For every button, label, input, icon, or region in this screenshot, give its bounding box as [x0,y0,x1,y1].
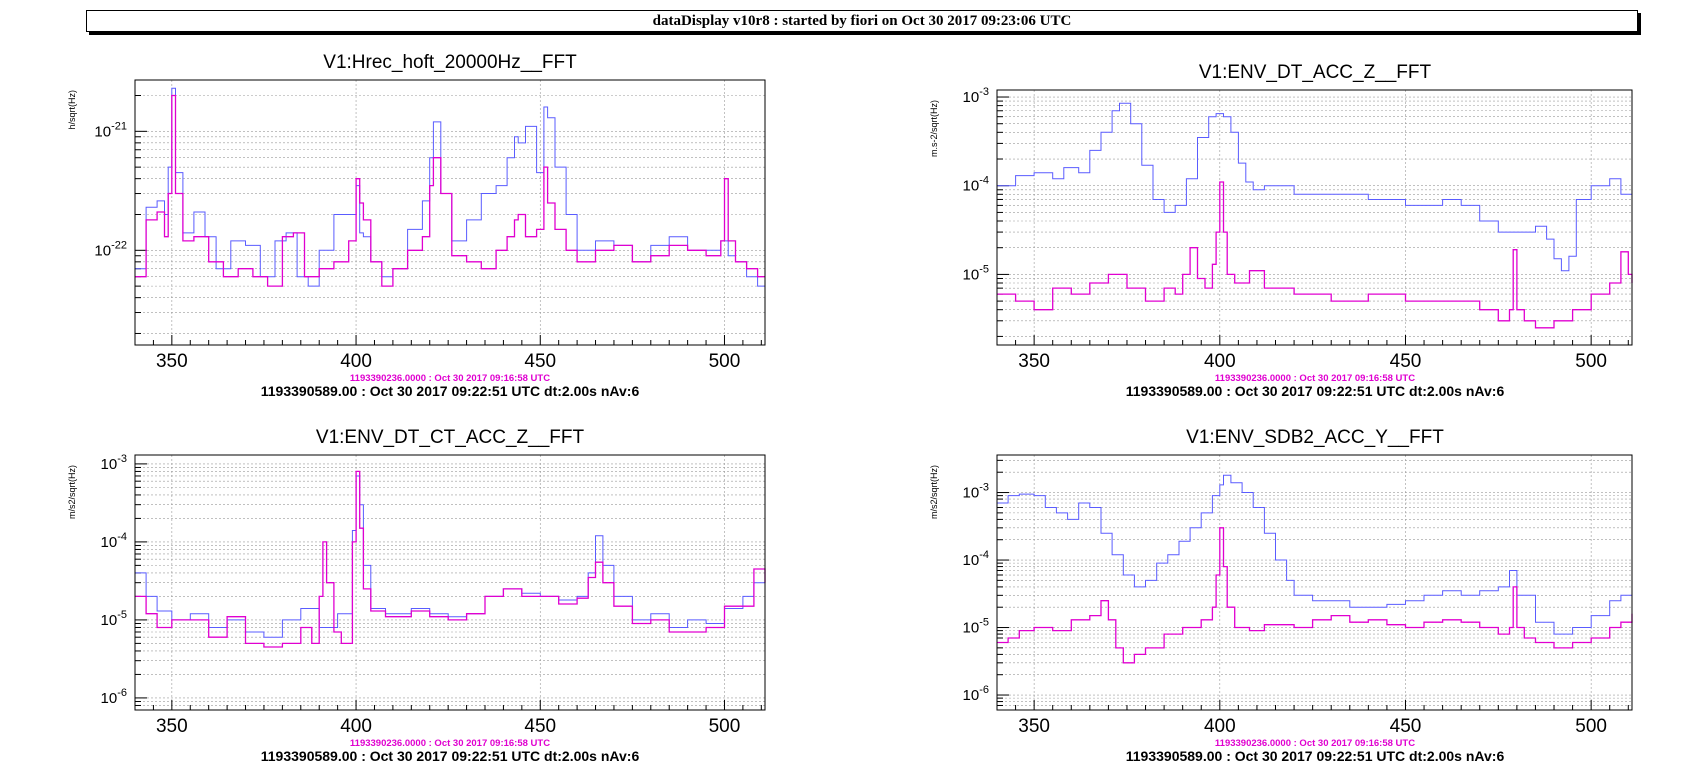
y-tick-base: 10 [963,266,980,283]
y-axis-label: h/sqrt(Hz) [67,90,77,130]
reference-timestamp: 1193390236.0000 : Oct 30 2017 09:16:58 U… [350,373,550,384]
y-tick-base: 10 [963,552,980,569]
plot-title: V1:ENV_DT_CT_ACC_Z__FFT [316,427,585,448]
reference-timestamp: 1193390236.0000 : Oct 30 2017 09:16:58 U… [1215,738,1415,749]
y-tick-label: 10-3 [963,86,989,106]
plot-frame [134,79,766,346]
y-tick-exponent: -3 [979,482,989,494]
grid [997,455,1632,710]
y-tick-label: 10-6 [101,687,127,707]
y-tick-label: 10-4 [101,531,127,551]
y-tick-base: 10 [101,534,118,551]
reference-spectrum-trace [997,527,1633,664]
y-tick-exponent: -3 [117,453,127,465]
x-tick-label: 350 [1018,716,1050,737]
reference-spectrum-trace [135,470,766,648]
plot-panel-3: V1:ENV_DT_CT_ACC_Z__FFT m/s2/sqrt(Hz) 350 4… [67,427,766,764]
y-tick-exponent: -4 [979,549,989,561]
gps-timestamp-caption: 1193390589.00 : Oct 30 2017 09:22:51 UTC… [1126,383,1505,399]
y-tick-base: 10 [963,687,980,704]
y-tick-label: 10-3 [101,453,127,473]
y-tick-label: 10-22 [94,239,127,259]
plot-title: V1:Hrec_hoft_20000Hz__FFT [323,52,577,73]
y-tick-exponent: -22 [111,239,127,251]
x-tick-label: 450 [524,716,556,737]
x-tick-label: 450 [1390,351,1422,372]
x-tick-label: 450 [1390,716,1422,737]
x-tick-label: 500 [709,351,741,372]
live-spectrum-trace [135,475,766,638]
y-tick-exponent: -3 [979,86,989,98]
x-tick-label: 350 [1018,351,1050,372]
plot-frame [996,454,1633,711]
x-tick-label: 450 [524,351,556,372]
y-tick-base: 10 [963,620,980,637]
window-title-banner: dataDisplay v10r8 : started by fiori on … [86,10,1638,32]
x-tick-label: 500 [709,716,741,737]
plot-title: V1:ENV_DT_ACC_Z__FFT [1199,62,1432,83]
reference-spectrum-trace [135,94,765,287]
reference-spectrum-trace [997,181,1633,329]
y-tick-base: 10 [963,89,980,106]
plot-panel-1: V1:Hrec_hoft_20000Hz__FFT h/sqrt(Hz) 350 40… [67,52,766,399]
y-tick-label: 10-5 [101,609,127,629]
y-tick-label: 10-6 [963,684,989,704]
y-axis-label: m/s2/sqrt(Hz) [929,465,939,519]
y-axis-label: m.s-2/sqrt(Hz) [929,100,939,157]
y-tick-label: 10-5 [963,263,989,283]
live-spectrum-trace [997,102,1633,272]
x-tick-label: 400 [1204,716,1236,737]
y-tick-exponent: -6 [117,687,127,699]
gps-timestamp-caption: 1193390589.00 : Oct 30 2017 09:22:51 UTC… [261,748,640,764]
x-tick-label: 350 [156,716,188,737]
x-tick-label: 400 [1204,351,1236,372]
x-tick-label: 500 [1575,351,1607,372]
live-spectrum-trace [135,87,766,287]
y-tick-exponent: -4 [979,175,989,187]
y-tick-exponent: -5 [979,263,989,275]
gps-timestamp-caption: 1193390589.00 : Oct 30 2017 09:22:51 UTC… [261,383,640,399]
y-tick-label: 10-21 [94,120,127,140]
y-tick-exponent: -5 [117,609,127,621]
y-tick-label: 10-4 [963,549,989,569]
plot-frame [996,89,1633,346]
plot-title: V1:ENV_SDB2_ACC_Y__FFT [1186,427,1444,448]
reference-timestamp: 1193390236.0000 : Oct 30 2017 09:16:58 U… [1215,373,1415,384]
x-tick-label: 400 [340,351,372,372]
y-tick-exponent: -6 [979,684,989,696]
y-tick-label: 10-3 [963,482,989,502]
x-tick-label: 400 [340,716,372,737]
y-tick-base: 10 [963,485,980,502]
y-tick-base: 10 [101,612,118,629]
plot-panel-4: V1:ENV_SDB2_ACC_Y__FFT m/s2/sqrt(Hz) 350 40… [929,427,1633,764]
y-tick-exponent: -4 [117,531,127,543]
live-spectrum-trace [997,474,1633,635]
y-tick-label: 10-5 [963,617,989,637]
x-tick-label: 350 [156,351,188,372]
x-tick-label: 500 [1575,716,1607,737]
gps-timestamp-caption: 1193390589.00 : Oct 30 2017 09:22:51 UTC… [1126,748,1505,764]
y-tick-exponent: -5 [979,617,989,629]
grid [997,90,1632,345]
y-tick-base: 10 [94,123,111,140]
y-tick-label: 10-4 [963,175,989,195]
plot-panel-2: V1:ENV_DT_ACC_Z__FFT m.s-2/sqrt(Hz) 350 400… [929,62,1633,399]
y-tick-base: 10 [94,242,111,259]
y-tick-base: 10 [101,456,118,473]
grid [135,80,765,345]
y-tick-exponent: -21 [111,120,127,132]
y-tick-base: 10 [101,690,118,707]
y-axis-label: m/s2/sqrt(Hz) [67,465,77,519]
y-tick-base: 10 [963,178,980,195]
reference-timestamp: 1193390236.0000 : Oct 30 2017 09:16:58 U… [350,738,550,749]
plot-frame [134,454,766,711]
grid [135,455,765,710]
